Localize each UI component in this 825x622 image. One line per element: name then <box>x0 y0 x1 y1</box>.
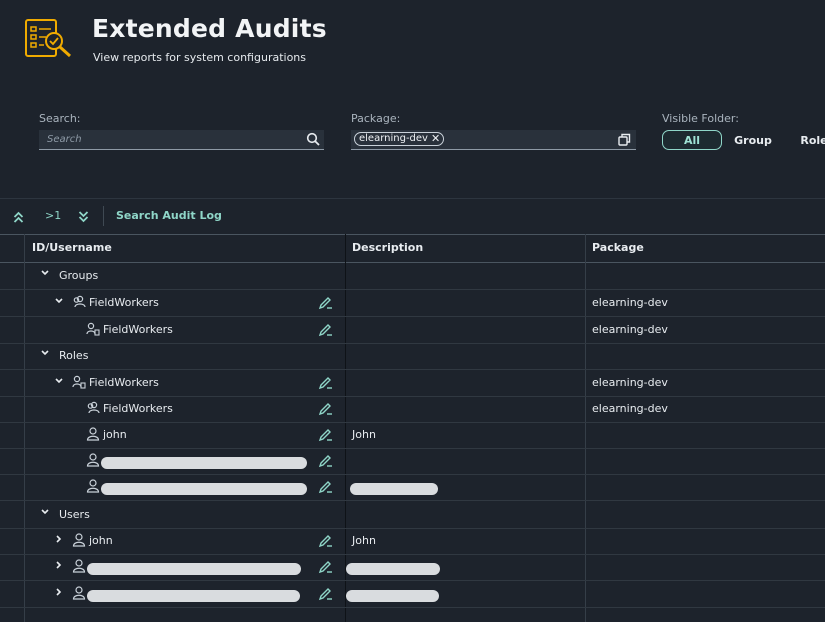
column-header-id[interactable]: ID/Username <box>32 241 112 254</box>
redacted-text <box>101 483 307 495</box>
expand-level-button[interactable]: >1 <box>45 209 62 222</box>
row-package: elearning-dev <box>592 376 668 389</box>
search-icon[interactable] <box>306 132 320 146</box>
column-divider <box>24 234 25 622</box>
remove-token-icon[interactable]: ✕ <box>430 132 441 145</box>
group-icon <box>87 401 100 414</box>
chevron-right-icon[interactable] <box>54 560 64 570</box>
table-row[interactable]: FieldWorkers elearning-dev <box>0 396 825 423</box>
row-description: John <box>352 534 376 547</box>
segment-all[interactable]: All <box>662 130 722 150</box>
search-input[interactable] <box>47 132 297 147</box>
table-row[interactable]: FieldWorkers elearning-dev <box>0 290 825 317</box>
redacted-text <box>87 563 301 575</box>
row-id: john <box>89 534 113 547</box>
user-icon <box>72 533 86 547</box>
table-row[interactable]: FieldWorkers elearning-dev <box>0 370 825 397</box>
edit-icon[interactable] <box>318 559 333 574</box>
segment-group[interactable]: Group <box>734 133 772 147</box>
row-id: FieldWorkers <box>89 296 159 309</box>
table-row[interactable]: Groups <box>0 263 825 290</box>
row-id: FieldWorkers <box>89 376 159 389</box>
chevron-down-icon[interactable] <box>40 268 50 278</box>
table-row[interactable] <box>0 581 825 608</box>
page-header: Extended Audits View reports for system … <box>0 0 825 198</box>
row-package: elearning-dev <box>592 402 668 415</box>
edit-icon[interactable] <box>318 295 333 310</box>
redacted-text <box>87 590 300 602</box>
group-label-groups: Groups <box>59 269 99 282</box>
column-header-package[interactable]: Package <box>592 241 644 254</box>
column-divider <box>585 234 586 622</box>
package-token[interactable]: elearning-dev ✕ <box>354 132 445 146</box>
search-field[interactable] <box>39 130 324 150</box>
group-label-users: Users <box>59 508 90 521</box>
table-row[interactable]: john John <box>0 528 825 555</box>
edit-icon[interactable] <box>318 533 333 548</box>
search-audit-log-button[interactable]: Search Audit Log <box>116 209 222 222</box>
column-header-description[interactable]: Description <box>352 241 424 254</box>
group-role-icon <box>86 322 100 336</box>
user-icon <box>86 479 100 493</box>
table-row[interactable] <box>0 474 825 501</box>
search-label: Search: <box>39 112 81 125</box>
audit-tree-table: ID/Username Description Package Groups F… <box>0 234 825 622</box>
redacted-text <box>101 457 307 469</box>
user-icon <box>72 586 86 600</box>
value-help-icon[interactable] <box>618 133 631 146</box>
toolbar-separator <box>103 206 104 226</box>
edit-icon[interactable] <box>318 479 333 494</box>
chevron-down-icon[interactable] <box>40 507 50 517</box>
package-label: Package: <box>351 112 401 125</box>
redacted-text <box>350 483 438 495</box>
redacted-text <box>346 590 439 602</box>
row-package: elearning-dev <box>592 296 668 309</box>
chevron-down-icon[interactable] <box>40 348 50 358</box>
row-package: elearning-dev <box>592 323 668 336</box>
edit-icon[interactable] <box>318 453 333 468</box>
chevron-right-icon[interactable] <box>54 587 64 597</box>
user-icon <box>86 453 100 467</box>
user-icon <box>86 427 100 441</box>
row-id: FieldWorkers <box>103 323 173 336</box>
collapse-all-icon[interactable] <box>13 211 24 223</box>
page-title: Extended Audits <box>92 14 327 43</box>
group-label-roles: Roles <box>59 349 89 362</box>
expand-all-icon[interactable] <box>78 211 89 223</box>
chevron-down-icon[interactable] <box>54 296 64 306</box>
group-role-icon <box>72 375 86 389</box>
row-id: FieldWorkers <box>103 402 173 415</box>
page-subtitle: View reports for system configurations <box>93 51 307 64</box>
group-icon <box>73 295 86 308</box>
table-row[interactable]: Users <box>0 502 825 529</box>
table-row[interactable]: Roles <box>0 343 825 370</box>
column-divider <box>345 234 346 622</box>
table-header: ID/Username Description Package <box>0 234 825 263</box>
package-token-label: elearning-dev <box>359 133 428 144</box>
edit-icon[interactable] <box>318 401 333 416</box>
table-toolbar: >1 Search Audit Log <box>0 198 825 235</box>
edit-icon[interactable] <box>318 586 333 601</box>
package-multi-input[interactable]: elearning-dev ✕ <box>351 130 636 150</box>
chevron-down-icon[interactable] <box>54 376 64 386</box>
table-row[interactable]: john John <box>0 422 825 449</box>
table-row[interactable] <box>0 554 825 581</box>
table-row[interactable]: FieldWorkers elearning-dev <box>0 317 825 344</box>
redacted-text <box>346 563 440 575</box>
chevron-right-icon[interactable] <box>54 534 64 544</box>
visible-folder-segmented-button: All Group Role <box>662 130 825 150</box>
visible-folder-label: Visible Folder: <box>662 112 739 125</box>
segment-role[interactable]: Role <box>800 133 825 147</box>
row-description: John <box>352 428 376 441</box>
row-id: john <box>103 428 127 441</box>
user-icon <box>72 559 86 573</box>
edit-icon[interactable] <box>318 375 333 390</box>
audit-report-icon <box>25 19 72 58</box>
table-row[interactable] <box>0 448 825 475</box>
edit-icon[interactable] <box>318 427 333 442</box>
edit-icon[interactable] <box>318 322 333 337</box>
